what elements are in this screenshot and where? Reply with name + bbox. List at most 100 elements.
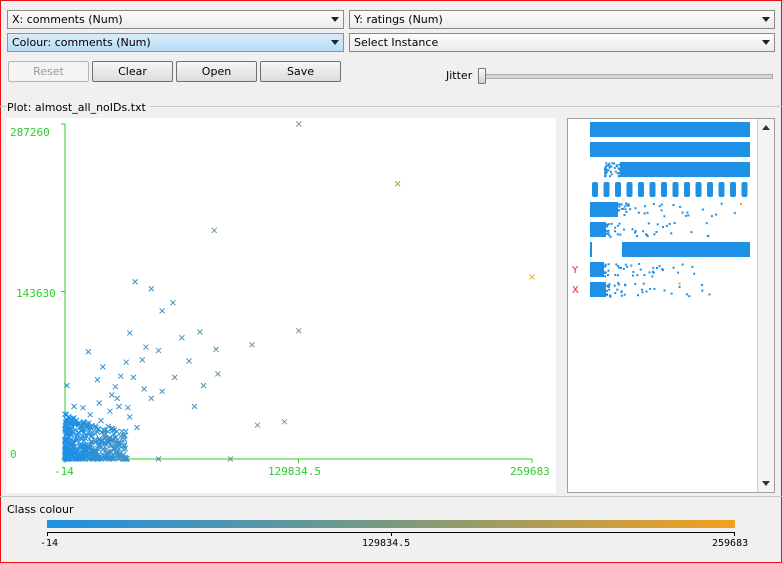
y-attribute-select[interactable]: Y: ratings (Num) xyxy=(349,10,775,29)
attribute-row[interactable] xyxy=(588,241,754,258)
data-point xyxy=(62,437,68,444)
attribute-point xyxy=(620,294,623,297)
data-point xyxy=(117,373,124,380)
attribute-point xyxy=(690,231,693,234)
data-point xyxy=(88,434,94,440)
panel-scrollbar[interactable] xyxy=(757,119,774,492)
attribute-point xyxy=(660,203,663,206)
attribute-row[interactable] xyxy=(588,261,754,278)
attribute-point xyxy=(609,235,612,238)
attribute-row-bg xyxy=(588,261,754,278)
attribute-fill xyxy=(626,182,633,197)
attribute-panel[interactable]: Y X xyxy=(567,118,775,493)
attribute-point xyxy=(614,273,617,276)
clear-button[interactable]: Clear xyxy=(92,61,173,82)
data-point xyxy=(99,364,106,370)
data-point xyxy=(95,444,102,450)
colour-attribute-select[interactable]: Colour: comments (Num) xyxy=(7,33,344,52)
data-point xyxy=(120,432,127,439)
data-point xyxy=(66,415,73,422)
data-point xyxy=(122,428,129,435)
data-point xyxy=(179,334,185,341)
attribute-point xyxy=(607,274,610,277)
attribute-point xyxy=(739,202,742,205)
data-point xyxy=(69,417,76,424)
attribute-point xyxy=(607,169,610,172)
attribute-point xyxy=(670,232,673,235)
instance-select[interactable]: Select Instance xyxy=(349,33,775,52)
data-point xyxy=(141,386,148,392)
attribute-row[interactable] xyxy=(588,141,754,158)
attribute-row[interactable] xyxy=(588,121,754,138)
divider xyxy=(0,106,782,107)
attribute-row[interactable] xyxy=(588,221,754,238)
attribute-point xyxy=(634,231,637,234)
data-point xyxy=(63,444,70,451)
chevron-down-icon xyxy=(331,17,339,22)
attribute-row[interactable] xyxy=(588,201,754,218)
x-attribute-select[interactable]: X: comments (Num) xyxy=(7,10,344,29)
data-point xyxy=(81,429,88,435)
attribute-point xyxy=(636,294,639,297)
attribute-row[interactable] xyxy=(588,181,754,198)
attribute-row[interactable] xyxy=(588,161,754,178)
attribute-point xyxy=(646,235,649,238)
attribute-point xyxy=(708,293,711,296)
data-point xyxy=(78,455,85,462)
data-point xyxy=(108,448,114,455)
attribute-point xyxy=(642,282,645,285)
data-point xyxy=(159,388,165,395)
data-point xyxy=(155,347,162,354)
y-attribute-value: Y: ratings (Num) xyxy=(354,13,443,26)
data-point xyxy=(170,299,176,306)
jitter-slider[interactable] xyxy=(478,67,773,85)
scroll-down-arrow-icon[interactable] xyxy=(762,481,770,486)
attribute-point xyxy=(606,232,609,235)
attribute-point xyxy=(623,213,626,216)
attribute-point xyxy=(614,292,617,295)
scatter-plot-area[interactable]: 287260 143630 0 -14 129834.5 259683 xyxy=(6,118,556,493)
attribute-point xyxy=(607,232,610,235)
attribute-point xyxy=(662,225,665,228)
data-point xyxy=(65,453,72,460)
jitter-slider-track xyxy=(478,74,773,79)
attribute-point xyxy=(656,223,659,226)
attribute-point xyxy=(686,211,689,214)
scroll-up-arrow-icon[interactable] xyxy=(762,125,770,130)
instance-select-value: Select Instance xyxy=(354,36,439,49)
save-button[interactable]: Save xyxy=(260,61,341,82)
attribute-point xyxy=(618,203,621,206)
attribute-fill xyxy=(590,282,606,297)
attribute-point xyxy=(605,162,608,165)
attribute-row[interactable] xyxy=(588,281,754,298)
x-attribute-value: X: comments (Num) xyxy=(12,13,123,26)
data-point xyxy=(254,422,261,429)
data-point xyxy=(116,451,123,457)
attribute-point xyxy=(645,290,648,293)
data-point xyxy=(197,329,203,335)
attribute-point xyxy=(617,274,620,277)
data-point xyxy=(139,357,146,363)
attribute-point xyxy=(608,166,611,169)
attribute-point xyxy=(605,165,608,168)
data-point xyxy=(93,425,99,431)
attribute-point xyxy=(604,171,607,174)
data-point xyxy=(62,436,69,442)
attribute-point xyxy=(688,295,691,298)
attribute-point xyxy=(649,287,652,290)
open-button[interactable]: Open xyxy=(176,61,257,82)
data-point xyxy=(134,424,140,431)
attribute-point xyxy=(606,225,609,228)
data-point xyxy=(200,382,207,389)
reset-button[interactable]: Reset xyxy=(8,61,89,82)
data-point xyxy=(63,417,70,423)
attribute-fill xyxy=(603,182,610,197)
data-point xyxy=(115,455,122,462)
data-point xyxy=(191,403,198,410)
data-point xyxy=(148,395,155,402)
jitter-slider-thumb[interactable] xyxy=(478,68,486,84)
data-point xyxy=(80,453,86,459)
attribute-point xyxy=(710,215,713,218)
data-point xyxy=(108,392,115,398)
data-point xyxy=(109,427,116,434)
